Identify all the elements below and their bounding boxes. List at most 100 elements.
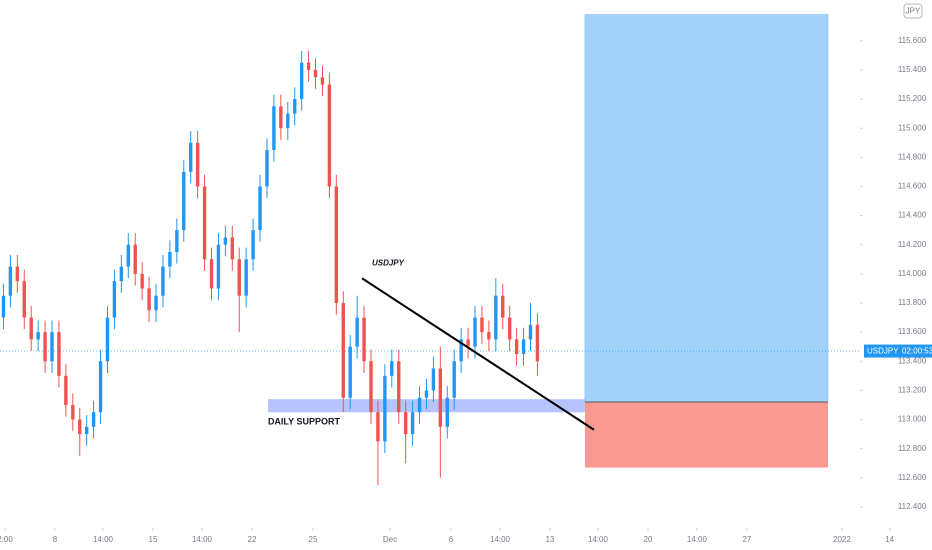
y-tick-label: 114.400 [898, 211, 927, 220]
candle-body [431, 368, 436, 391]
x-tick-label: 6 [449, 535, 454, 544]
candle-body [480, 317, 484, 333]
candle-body [466, 339, 470, 347]
candle-body [424, 390, 429, 398]
price-label-symbol: USDJPY [867, 347, 899, 356]
candle-body [216, 244, 221, 289]
candle-body [341, 302, 345, 398]
price-label-box [864, 344, 932, 358]
y-tick-label: 115.000 [898, 123, 927, 132]
y-tick-label: 112.400 [898, 502, 927, 511]
y-tick-label: 113.800 [898, 298, 927, 307]
candle-body [487, 332, 491, 340]
x-tick-label: 14:00 [588, 535, 609, 544]
candle-body [507, 317, 512, 340]
candle-body [161, 266, 165, 296]
y-tick-label: 112.600 [898, 473, 927, 482]
y-tick-label: 113.000 [898, 415, 927, 424]
candle-body [133, 244, 137, 274]
candle-body [286, 113, 290, 129]
candle-body [78, 419, 82, 435]
candle-body [334, 186, 339, 303]
trendline-label: USDJPY [372, 258, 405, 267]
y-tick-label: 114.000 [898, 269, 927, 278]
x-tick-label: 22 [248, 535, 257, 544]
candle-body [105, 317, 110, 362]
candle-body [175, 230, 179, 253]
candle-body [348, 346, 352, 398]
candle-body [293, 99, 297, 114]
y-tick-label: 113.600 [898, 327, 927, 336]
candle-body [8, 266, 13, 296]
x-tick-label: 20 [644, 535, 653, 544]
x-tick-label: 14:00 [490, 535, 511, 544]
candle-body [188, 142, 193, 172]
candle-body [112, 281, 117, 318]
candle-body [306, 62, 311, 70]
trendline [361, 277, 595, 431]
x-tick-label: 14:00 [93, 535, 114, 544]
x-tick-label: 27 [742, 535, 751, 544]
target-zone [584, 14, 829, 403]
y-tick-label: 114.600 [898, 182, 927, 191]
candle-body [514, 339, 519, 354]
candle-body [126, 244, 130, 267]
x-tick-label: 8 [53, 535, 58, 544]
candle-body [168, 252, 172, 267]
candle-body [237, 259, 241, 296]
currency-badge[interactable]: JPY [906, 7, 921, 16]
candle-body [299, 62, 304, 100]
x-tick-label: 14 [885, 535, 894, 544]
support-label: DAILY SUPPORT [268, 417, 341, 427]
candle-body [313, 69, 318, 78]
candle-body [383, 375, 387, 442]
candle-body [64, 375, 68, 405]
candle-body [397, 361, 401, 413]
candle-body [119, 266, 124, 282]
candle-body [71, 404, 75, 420]
x-tick-label: 14:00 [687, 535, 708, 544]
x-tick-label: 15 [149, 535, 158, 544]
candle-body [29, 317, 33, 340]
y-tick-label: 115.200 [898, 94, 927, 103]
candle-body [43, 332, 47, 362]
candle-body [417, 397, 422, 413]
candle-body [22, 281, 26, 318]
y-tick-label: 114.800 [898, 152, 927, 161]
x-tick-label: 25 [309, 535, 318, 544]
x-tick-label: Dec [383, 535, 397, 544]
candle-body [57, 332, 61, 376]
candle-body [202, 186, 207, 260]
candle-body [459, 339, 463, 362]
candle-body [376, 412, 380, 442]
candle-body [91, 412, 96, 427]
candle-body [445, 397, 449, 427]
x-tick-label: 2022 [833, 535, 851, 544]
candle-body [147, 288, 151, 311]
stop-zone [584, 402, 828, 468]
price-label-countdown: 02:00:53 [902, 347, 932, 356]
y-tick-label: 115.600 [898, 36, 927, 45]
candle-body [272, 106, 276, 151]
x-tick-label: 13 [546, 535, 555, 544]
candle-body [244, 259, 248, 296]
candle-body [1, 295, 6, 318]
y-tick-label: 113.400 [898, 356, 927, 365]
candle-body [84, 426, 89, 435]
candle-body [494, 295, 498, 340]
candle-body [410, 412, 415, 435]
y-tick-label: 112.800 [898, 444, 927, 453]
candle-body [528, 324, 533, 340]
candle-body [279, 106, 283, 129]
y-tick-label: 115.400 [898, 65, 927, 74]
currency-badge-box[interactable] [903, 3, 923, 19]
y-tick-label: 114.200 [898, 240, 927, 249]
y-tick-label: 113.200 [898, 386, 927, 395]
candle-body [403, 412, 408, 435]
candle-body [438, 368, 443, 427]
x-tick-label: 14:00 [192, 535, 213, 544]
candle-body [258, 186, 262, 231]
candle-body [98, 361, 103, 413]
candle-body [327, 84, 332, 187]
